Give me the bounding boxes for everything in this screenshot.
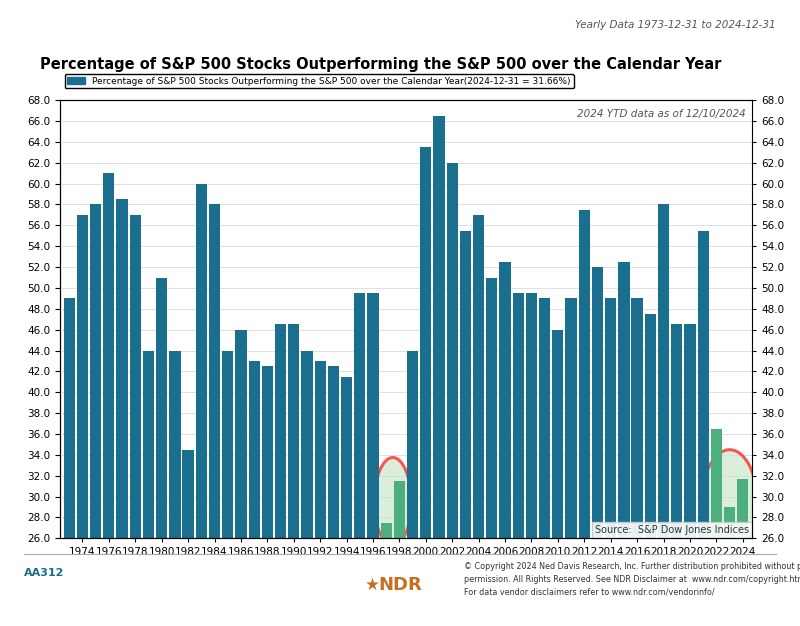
Bar: [275, 324, 286, 626]
Bar: [130, 215, 141, 626]
Bar: [592, 267, 603, 626]
Bar: [737, 480, 748, 626]
Text: AA312: AA312: [24, 568, 64, 578]
Bar: [381, 523, 392, 626]
Text: Yearly Data 1973-12-31 to 2024-12-31: Yearly Data 1973-12-31 to 2024-12-31: [575, 20, 776, 30]
Bar: [170, 351, 181, 626]
Bar: [64, 299, 75, 626]
Bar: [90, 205, 102, 626]
Text: Percentage of S&P 500 Stocks Outperforming the S&P 500 over the Calendar Year: Percentage of S&P 500 Stocks Outperformi…: [40, 57, 722, 72]
Bar: [302, 351, 313, 626]
Text: Source:  S&P Dow Jones Indices: Source: S&P Dow Jones Indices: [595, 525, 750, 535]
Bar: [566, 299, 577, 626]
Bar: [103, 173, 114, 626]
Bar: [539, 299, 550, 626]
Bar: [354, 293, 366, 626]
Bar: [605, 299, 616, 626]
Bar: [724, 507, 735, 626]
Ellipse shape: [702, 449, 758, 554]
Bar: [434, 116, 445, 626]
Bar: [235, 330, 246, 626]
Bar: [262, 366, 273, 626]
Bar: [499, 262, 510, 626]
Bar: [117, 199, 128, 626]
Text: ★: ★: [365, 577, 379, 594]
Text: © Copyright 2024 Ned Davis Research, Inc. Further distribution prohibited withou: © Copyright 2024 Ned Davis Research, Inc…: [464, 562, 800, 596]
Bar: [684, 324, 695, 626]
Legend: Percentage of S&P 500 Stocks Outperforming the S&P 500 over the Calendar Year(20: Percentage of S&P 500 Stocks Outperformi…: [65, 74, 574, 88]
Bar: [367, 293, 378, 626]
Bar: [209, 205, 220, 626]
Bar: [156, 277, 167, 626]
Bar: [658, 205, 669, 626]
Text: NDR: NDR: [378, 577, 422, 594]
Bar: [513, 293, 524, 626]
Ellipse shape: [374, 458, 411, 546]
Bar: [552, 330, 563, 626]
Bar: [645, 314, 656, 626]
Bar: [473, 215, 484, 626]
Bar: [486, 277, 498, 626]
Bar: [341, 377, 352, 626]
Bar: [314, 361, 326, 626]
Bar: [143, 351, 154, 626]
Bar: [460, 230, 471, 626]
Bar: [394, 481, 405, 626]
Bar: [578, 210, 590, 626]
Bar: [328, 366, 339, 626]
Bar: [196, 183, 207, 626]
Bar: [618, 262, 630, 626]
Bar: [77, 215, 88, 626]
Bar: [222, 351, 234, 626]
Bar: [671, 324, 682, 626]
Bar: [407, 351, 418, 626]
Bar: [710, 429, 722, 626]
Bar: [249, 361, 260, 626]
Bar: [288, 324, 299, 626]
Bar: [698, 230, 709, 626]
Bar: [446, 163, 458, 626]
Text: 2024 YTD data as of 12/10/2024: 2024 YTD data as of 12/10/2024: [577, 108, 746, 118]
Bar: [182, 449, 194, 626]
Bar: [420, 147, 431, 626]
Bar: [631, 299, 642, 626]
Bar: [526, 293, 537, 626]
